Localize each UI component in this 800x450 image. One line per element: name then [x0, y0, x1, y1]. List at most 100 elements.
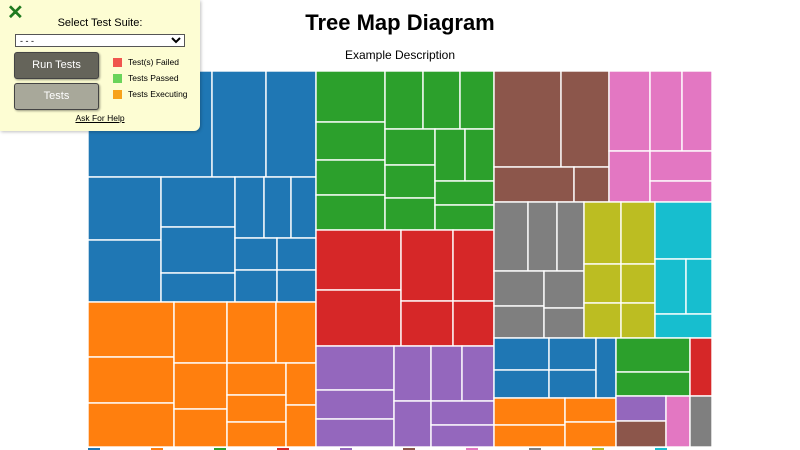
treemap-cell: [315, 345, 395, 391]
treemap-cell: [452, 300, 495, 347]
treemap-cell: [400, 229, 454, 302]
color-legend-swatch: [529, 448, 541, 450]
treemap-cell: [434, 128, 466, 182]
treemap-cell: [564, 421, 617, 448]
treemap-cell: [87, 239, 162, 303]
treemap-cell: [595, 337, 617, 399]
test-panel: ✕ Select Test Suite: - - - Run Tests Tes…: [0, 0, 200, 131]
treemap-cell: [87, 301, 175, 358]
treemap-cell: [608, 150, 651, 203]
treemap-cell: [608, 70, 651, 152]
treemap-cell: [160, 226, 236, 274]
treemap-cell: [685, 258, 713, 315]
treemap-cell: [87, 356, 175, 404]
treemap-cell: [620, 263, 656, 304]
treemap-cell: [615, 371, 691, 397]
test-suite-select[interactable]: - - -: [15, 34, 185, 47]
legend-executing-label: Tests Executing: [128, 89, 188, 99]
treemap-cell: [654, 201, 713, 260]
treemap-cell: [560, 70, 610, 168]
treemap-cell: [430, 400, 495, 426]
treemap-cell: [226, 362, 287, 396]
treemap-cell: [263, 176, 292, 239]
treemap-cell: [285, 404, 317, 448]
treemap-cell: [430, 345, 463, 402]
treemap-cell: [211, 70, 267, 178]
executing-swatch: [113, 90, 122, 100]
treemap-cell: [315, 70, 386, 123]
treemap-cell: [548, 369, 597, 399]
treemap-cell: [226, 301, 277, 364]
treemap-cell: [493, 337, 550, 371]
treemap-cell: [681, 70, 713, 152]
treemap-cell: [430, 424, 495, 448]
treemap-cell: [315, 194, 386, 231]
treemap-cell: [434, 180, 495, 206]
treemap-cell: [173, 362, 228, 410]
run-tests-button[interactable]: Run Tests: [14, 52, 99, 79]
treemap-cell: [265, 70, 317, 178]
treemap-cell: [649, 180, 713, 203]
treemap-cell: [665, 395, 691, 448]
treemap-cell: [649, 70, 683, 152]
treemap-cell: [173, 408, 228, 448]
color-legend-swatch: [655, 448, 667, 450]
treemap-cell: [315, 289, 402, 347]
suite-label: Select Test Suite:: [57, 17, 143, 29]
treemap-cell: [226, 421, 287, 448]
legend-executing: Tests Executing: [113, 89, 188, 100]
treemap-cell: [493, 369, 550, 399]
treemap-cell: [315, 389, 395, 420]
treemap-cell: [173, 301, 228, 364]
treemap-cell: [543, 270, 585, 309]
tests-button[interactable]: Tests: [14, 83, 99, 110]
treemap-cell: [556, 201, 585, 272]
treemap-cell: [452, 229, 495, 302]
ask-for-help-link[interactable]: Ask For Help: [75, 113, 125, 123]
close-icon[interactable]: ✕: [7, 2, 24, 24]
chart-title: Tree Map Diagram: [305, 10, 495, 35]
treemap-cell: [234, 269, 278, 303]
treemap-cell: [493, 397, 566, 426]
treemap-cell: [461, 345, 495, 402]
treemap-cell: [620, 302, 656, 339]
treemap-cell: [315, 159, 386, 196]
treemap-cell: [434, 204, 495, 231]
treemap-cell: [160, 176, 236, 228]
treemap-cell: [493, 201, 529, 272]
treemap-cell: [87, 402, 175, 448]
treemap-cell: [573, 166, 610, 203]
treemap-cell: [689, 337, 713, 397]
treemap-cell: [234, 176, 265, 239]
treemap-cell: [654, 313, 713, 339]
treemap-cell: [583, 201, 622, 265]
treemap-cell: [393, 345, 432, 402]
treemap-cell: [615, 395, 667, 422]
treemap-cell: [226, 394, 287, 423]
treemap-cell: [583, 263, 622, 304]
color-legend-swatch: [88, 448, 100, 450]
color-legend-swatch: [466, 448, 478, 450]
chart-description: Example Description: [344, 48, 456, 62]
treemap-cell: [422, 70, 461, 130]
treemap-cell: [393, 400, 432, 448]
color-legend-swatch: [403, 448, 415, 450]
legend-passed: Tests Passed: [113, 73, 179, 84]
treemap-cell: [689, 395, 713, 448]
color-legend-swatch: [340, 448, 352, 450]
treemap-cell: [285, 362, 317, 406]
treemap-cell: [276, 269, 317, 303]
color-legend-swatch: [151, 448, 163, 450]
treemap-cell: [384, 164, 436, 199]
legend-passed-label: Tests Passed: [128, 73, 179, 83]
treemap-cell: [315, 418, 395, 448]
treemap-cell: [654, 258, 687, 315]
treemap-cell: [384, 128, 436, 166]
treemap-cell: [583, 302, 622, 339]
treemap-cell: [615, 337, 691, 373]
legend-failed: Test(s) Failed: [113, 57, 179, 68]
color-legend-swatch: [592, 448, 604, 450]
treemap-cell: [564, 397, 617, 423]
treemap-cell: [464, 128, 495, 182]
